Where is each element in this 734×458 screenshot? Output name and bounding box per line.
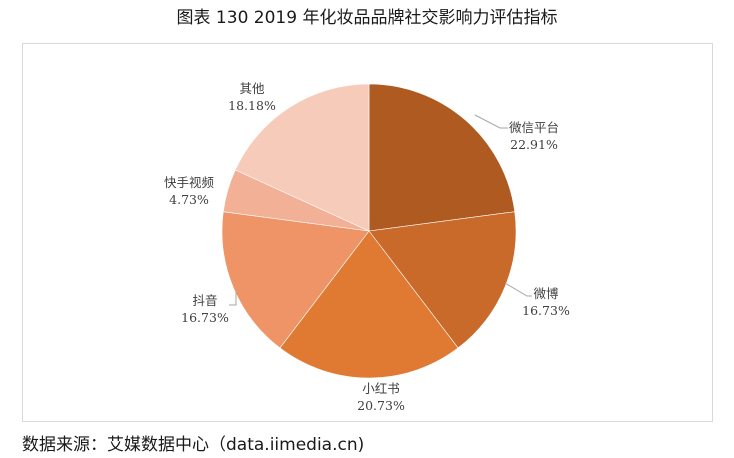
leader-lines (229, 114, 532, 306)
leader-line (474, 114, 508, 129)
slice-percent-label: 18.18% (228, 98, 276, 113)
slice-category-label: 抖音 (192, 293, 217, 308)
chart-title: 图表 130 2019 年化妆品品牌社交影响力评估指标 (176, 8, 558, 28)
pie-slice (221, 211, 370, 349)
slice-percent-label: 20.73% (357, 398, 405, 413)
slice-category-label: 其他 (239, 81, 265, 96)
pie-slices (221, 83, 517, 379)
slice-percent-label: 16.73% (181, 310, 229, 325)
leader-line (229, 292, 237, 306)
slice-category-label: 快手视频 (164, 175, 215, 190)
pie-slice (368, 83, 516, 232)
slice-category-label: 微博 (533, 286, 559, 301)
slice-labels: 微信平台 22.91% 微博 16.73% 小红书 20.73% 抖音 16.73% 快手视频 4… (164, 81, 570, 413)
chart-frame (22, 43, 713, 422)
pie-slice (234, 83, 370, 232)
leader-line (504, 282, 532, 297)
slice-percent-label: 16.73% (522, 303, 570, 318)
slice-percent-label: 22.91% (510, 137, 558, 152)
slice-category-label: 小红书 (362, 381, 400, 396)
data-source-note: 数据来源：艾媒数据中心（data.iimedia.cn) (22, 435, 365, 455)
slice-percent-label: 4.73% (169, 192, 209, 207)
slice-category-label: 微信平台 (509, 120, 559, 135)
pie-slice (368, 211, 517, 349)
pie-slice (279, 230, 459, 379)
